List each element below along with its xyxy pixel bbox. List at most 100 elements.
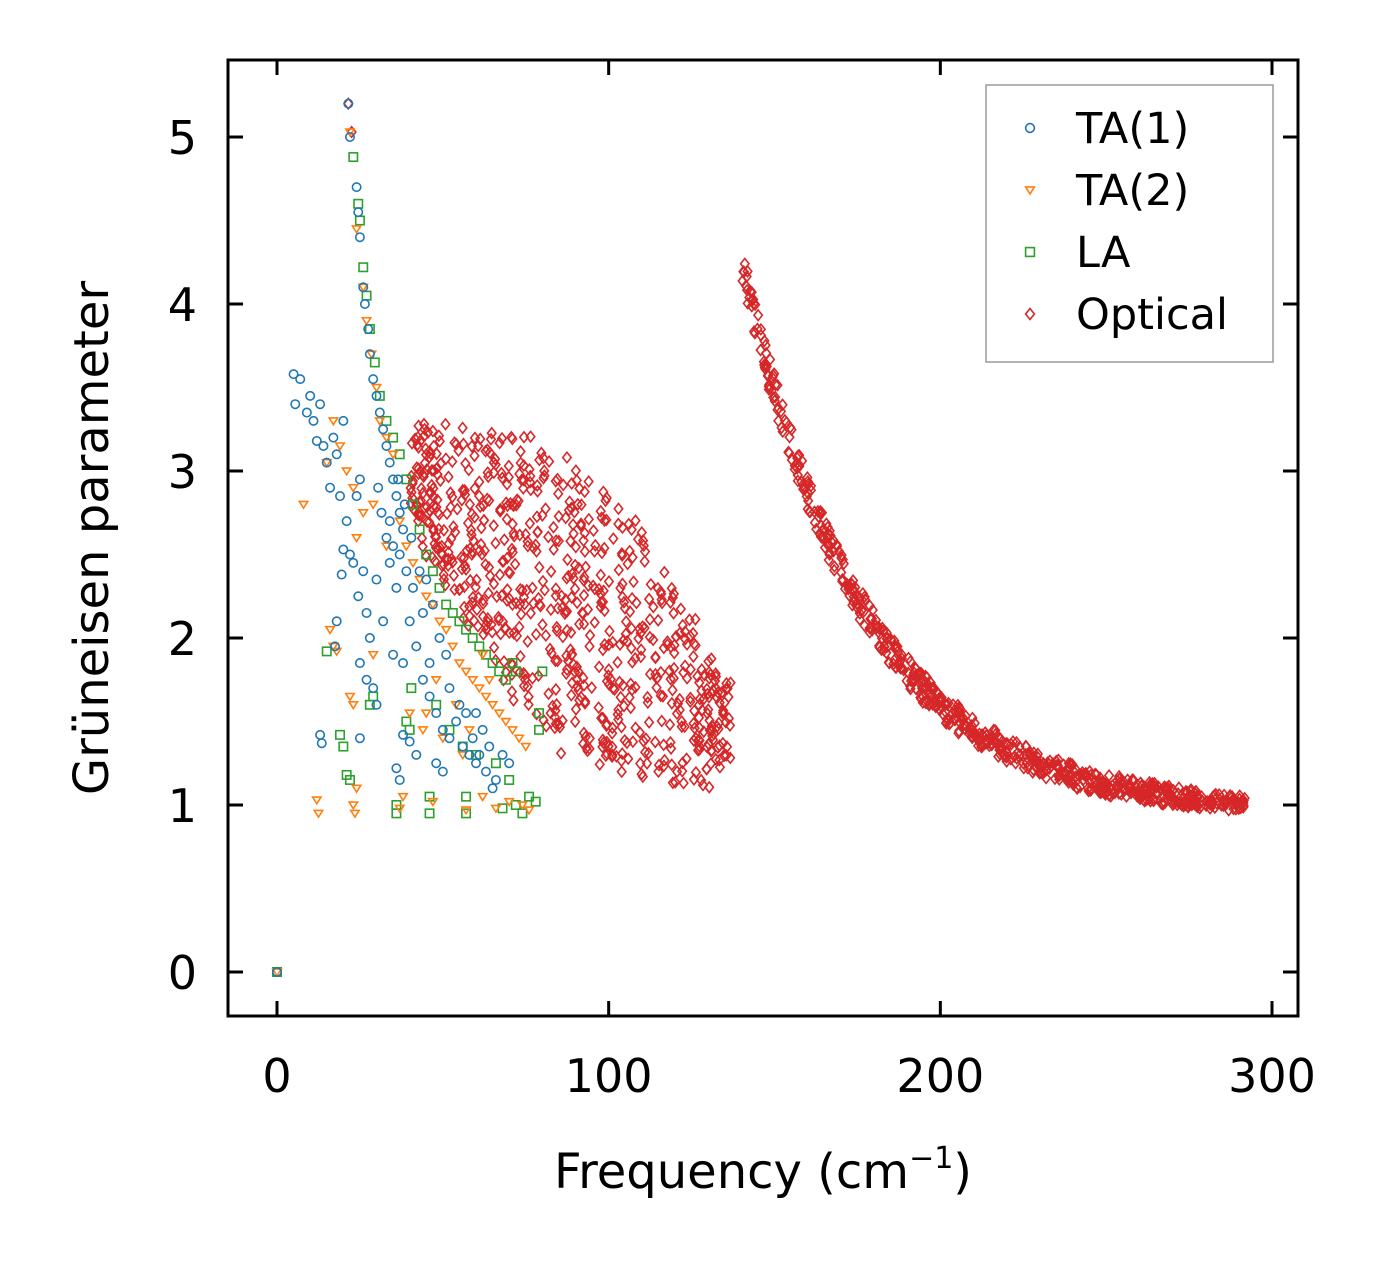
optical-point	[819, 541, 831, 555]
optical-point	[448, 520, 459, 534]
optical-point	[566, 647, 578, 661]
ta2-point	[427, 600, 439, 610]
optical-point	[449, 525, 461, 539]
optical-point	[498, 655, 510, 669]
ta1-point	[471, 758, 482, 769]
ta2-point	[370, 383, 383, 393]
ta1-point	[371, 574, 382, 585]
ta2-point	[350, 225, 363, 235]
optical-point	[637, 534, 649, 548]
optical-point	[624, 605, 636, 619]
optical-point	[418, 429, 430, 443]
optical-point	[463, 618, 474, 633]
optical-point	[764, 352, 776, 366]
legend: TA(1) TA(2) LA Optical	[985, 84, 1274, 363]
x-tick-label: 300	[1228, 1049, 1316, 1103]
optical-point	[440, 578, 451, 592]
y-tick-label: 2	[168, 612, 197, 666]
optical-point	[580, 560, 591, 574]
optical-point	[1028, 746, 1040, 760]
optical-point	[515, 444, 526, 458]
la-point	[534, 724, 545, 735]
optical-point	[616, 546, 628, 561]
optical-point	[431, 447, 442, 461]
ta2-point	[347, 701, 359, 711]
optical-point	[514, 665, 526, 679]
optical-point	[1183, 790, 1194, 804]
optical-point	[1134, 791, 1145, 805]
la-point	[414, 524, 425, 535]
la-point	[374, 390, 385, 401]
ta2-point	[500, 717, 512, 727]
optical-point	[456, 562, 468, 576]
optical-point	[714, 696, 725, 710]
ta2-point	[480, 692, 492, 702]
optical-point	[501, 477, 513, 491]
optical-point	[619, 601, 631, 615]
optical-point	[1113, 769, 1125, 783]
optical-point	[639, 621, 650, 635]
optical-point	[571, 672, 583, 686]
optical-point	[836, 574, 848, 588]
optical-point	[562, 553, 573, 567]
ta1-point	[331, 616, 342, 627]
optical-point	[550, 682, 562, 696]
optical-point	[943, 696, 954, 710]
la-point	[354, 215, 365, 226]
optical-point	[413, 419, 424, 433]
optical-point	[603, 663, 615, 677]
optical-point	[469, 510, 480, 524]
optical-point	[644, 612, 656, 626]
ta1-point	[388, 649, 399, 660]
ta2-point	[324, 625, 336, 635]
ta1-point	[353, 207, 364, 218]
optical-point	[530, 538, 541, 552]
ta1-point	[441, 649, 452, 660]
la-point	[338, 741, 349, 752]
optical-point	[576, 498, 587, 512]
optical-point	[809, 516, 821, 530]
optical-point	[540, 502, 551, 516]
optical-point	[561, 663, 573, 677]
optical-point	[613, 517, 624, 531]
optical-point	[670, 629, 682, 643]
optical-point	[638, 734, 649, 748]
optical-point	[464, 541, 476, 556]
optical-point	[630, 680, 641, 694]
optical-point	[550, 654, 561, 668]
optical-point	[949, 713, 961, 727]
optical-point	[551, 624, 563, 638]
optical-point	[496, 466, 507, 480]
ta1-point	[371, 699, 382, 710]
optical-point	[488, 577, 500, 591]
optical-point	[459, 559, 471, 573]
ta1-point	[437, 766, 448, 777]
optical-point	[578, 534, 589, 548]
optical-point	[681, 637, 693, 651]
la-point	[358, 262, 369, 273]
optical-point	[626, 523, 637, 537]
optical-point	[545, 706, 556, 720]
optical-point	[574, 482, 585, 496]
optical-point	[874, 622, 885, 636]
optical-point	[620, 627, 632, 641]
optical-point	[474, 475, 485, 489]
optical-point	[1053, 753, 1064, 767]
optical-point	[908, 672, 920, 686]
optical-point	[599, 514, 610, 528]
optical-point	[755, 343, 766, 357]
optical-point	[631, 596, 642, 610]
optical-point	[586, 681, 597, 695]
optical-point	[1116, 787, 1127, 802]
optical-point	[941, 715, 952, 730]
optical-point	[688, 772, 700, 786]
optical-point	[617, 747, 628, 761]
optical-point	[472, 619, 484, 633]
optical-point	[447, 490, 458, 504]
optical-point	[710, 752, 721, 766]
optical-point	[421, 549, 432, 563]
optical-point	[534, 560, 545, 574]
ta1-point	[378, 424, 389, 435]
optical-point	[744, 290, 755, 305]
y-axis-title: Grüneisen parameter	[64, 281, 120, 796]
